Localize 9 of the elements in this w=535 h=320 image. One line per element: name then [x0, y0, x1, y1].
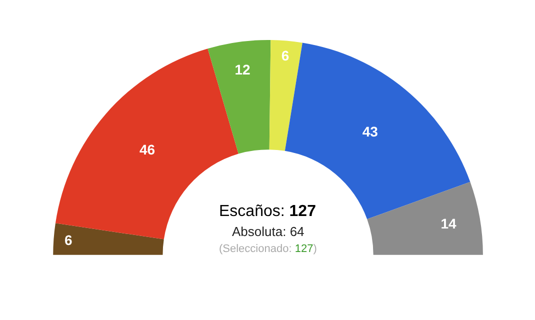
data-label: 12: [234, 61, 251, 78]
data-label: 6: [281, 48, 290, 64]
data-label: 43: [362, 124, 378, 140]
text: Escaños: 127: [219, 203, 316, 220]
text: (Seleccionado: 127): [219, 243, 317, 255]
data-label: 14: [440, 215, 457, 232]
text: Absoluta: 64: [232, 224, 304, 239]
data-label: 6: [64, 232, 72, 248]
data-label: 46: [139, 142, 156, 158]
